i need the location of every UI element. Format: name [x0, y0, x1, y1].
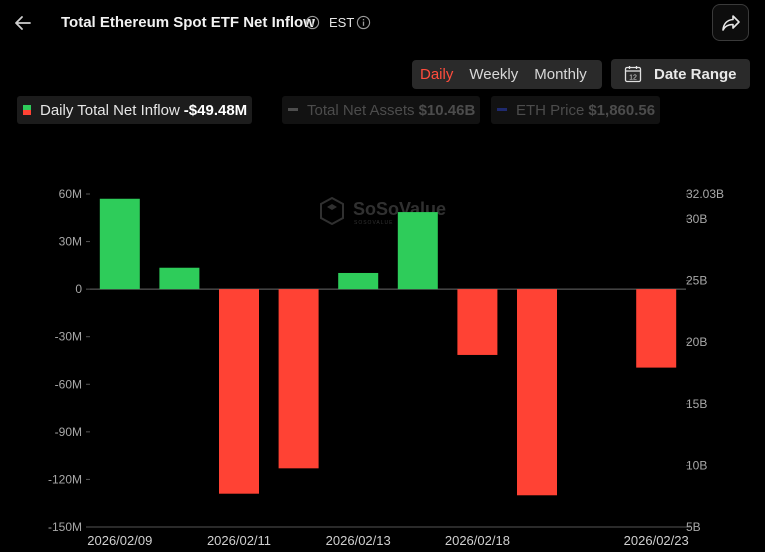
eth-price-line-icon [497, 108, 507, 111]
page-title: Total Ethereum Spot ETF Net Inflow [61, 14, 315, 31]
bar-2026-02-13[interactable] [338, 272, 379, 290]
x-axis-tick-label: 2026/02/09 [87, 533, 152, 548]
left-y-axis: 60M 30M 0 -30M -60M -90M -120M -150M [48, 187, 90, 534]
x-axis-tick-label: 2026/02/18 [445, 533, 510, 548]
bar-2026-02-09[interactable] [99, 198, 140, 290]
bar-2026-02-12[interactable] [278, 289, 319, 469]
share-button[interactable] [712, 4, 749, 41]
timezone-info-icon[interactable] [356, 15, 371, 30]
bar-2026-02-17[interactable] [397, 212, 438, 290]
right-axis-tick-label: 32.03B [686, 187, 724, 201]
legend-label: ETH Price [516, 101, 585, 119]
bar-2026-02-10[interactable] [159, 267, 200, 290]
legend-value: $1,860.56 [588, 101, 656, 119]
calendar-day-text: 12 [629, 75, 637, 82]
legend-item-eth-price[interactable]: ETH Price $1,860.56 [491, 96, 661, 124]
right-axis-tick-label: 10B [686, 458, 707, 472]
bar-2026-02-18[interactable] [457, 289, 498, 355]
legend-item-net-inflow[interactable]: Daily Total Net Inflow -$49.48M [17, 96, 253, 124]
calendar-icon: 12 [624, 66, 642, 83]
inflow-swatch-icon [23, 105, 31, 115]
bars-group [99, 198, 677, 496]
left-axis-tick-label: -60M [55, 377, 82, 391]
legend-value: $10.46B [418, 101, 476, 119]
bar-2026-02-11[interactable] [219, 289, 259, 494]
right-axis-tick-label: 30B [686, 212, 707, 226]
net-assets-line-icon [288, 108, 298, 111]
bar-2026-02-19[interactable] [517, 289, 557, 496]
left-axis-tick-label: 60M [59, 187, 82, 201]
x-axis-tick-label: 2026/02/11 [207, 533, 271, 548]
tab-monthly[interactable]: Monthly [534, 66, 587, 83]
tab-weekly[interactable]: Weekly [469, 66, 519, 83]
legend-label: Total Net Assets [307, 101, 415, 119]
left-axis-tick-label: -30M [55, 330, 82, 344]
period-toggle: Daily Weekly Monthly [412, 60, 602, 89]
left-axis-tick-label: 30M [59, 235, 82, 249]
x-axis-labels: 2026/02/09 2026/02/11 2026/02/13 2026/02/18… [87, 533, 688, 548]
right-y-axis: 32.03B 30B 25B 20B 15B 10B 5B [686, 187, 724, 534]
x-axis-tick-label: 2026/02/13 [326, 533, 391, 548]
legend-label: Daily Total Net Inflow [40, 101, 180, 119]
info-icon[interactable] [305, 15, 320, 30]
back-button[interactable] [10, 10, 36, 36]
left-axis-tick-label: -150M [48, 520, 82, 534]
share-icon [721, 14, 740, 31]
legend-item-net-assets[interactable]: Total Net Assets $10.46B [282, 96, 481, 124]
bar-2026-02-23[interactable] [636, 289, 677, 368]
right-axis-tick-label: 5B [686, 520, 701, 534]
left-axis-tick-label: -120M [48, 472, 82, 486]
arrow-left-icon [15, 16, 31, 30]
timezone-label: EST [329, 15, 355, 30]
header-bar: Total Ethereum Spot ETF Net Inflow EST [0, 0, 765, 48]
tab-daily[interactable]: Daily [420, 66, 454, 83]
right-axis-tick-label: 25B [686, 274, 707, 288]
sosovalue-logo-icon [320, 196, 344, 226]
date-range-label: Date Range [654, 65, 737, 83]
x-axis-tick-label: 2026/02/23 [624, 533, 689, 548]
right-axis-tick-label: 15B [686, 397, 707, 411]
left-axis-tick-label: 0 [75, 282, 82, 296]
watermark-sub: SOSOVALUE [354, 220, 393, 226]
legend-value: -$49.48M [183, 101, 248, 119]
left-axis-tick-label: -90M [55, 425, 82, 439]
right-axis-tick-label: 20B [686, 335, 707, 349]
date-range-button[interactable]: 12 Date Range [611, 59, 750, 89]
